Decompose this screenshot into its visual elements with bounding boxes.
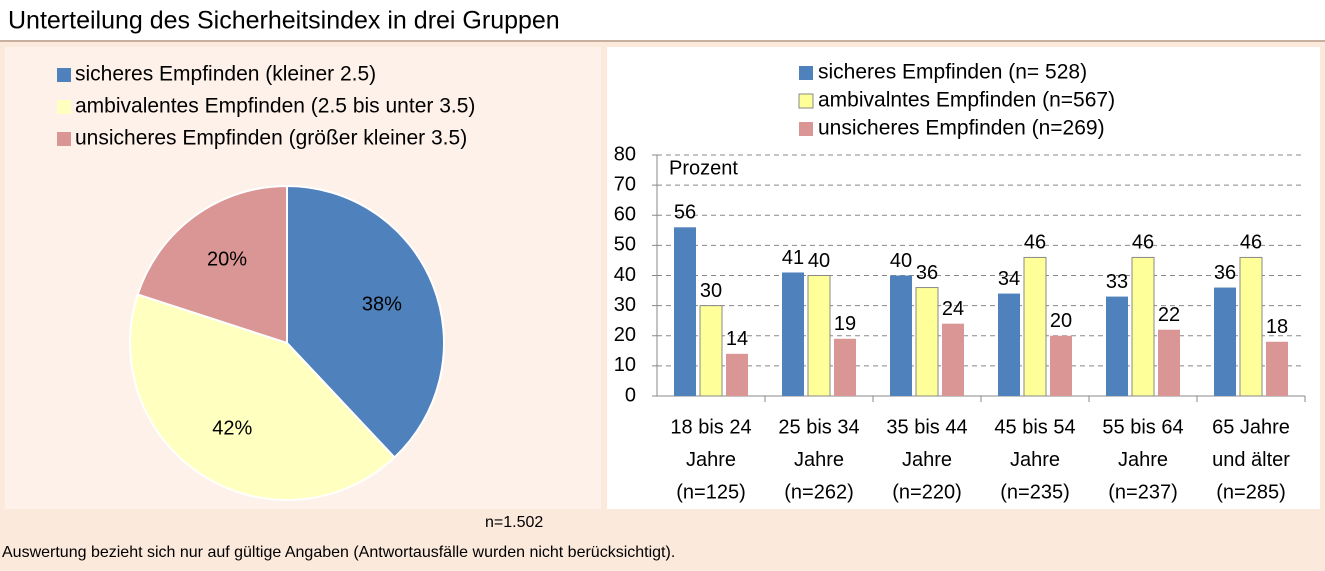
bar-value-label: 36 bbox=[916, 262, 938, 284]
bar-value-label: 40 bbox=[808, 250, 830, 272]
bar bbox=[782, 272, 804, 396]
legend-swatch bbox=[799, 122, 813, 136]
x-tick-label: Jahre bbox=[902, 449, 952, 471]
bar-value-label: 46 bbox=[1024, 232, 1046, 254]
x-tick-label: (n=220) bbox=[892, 481, 962, 503]
bar bbox=[1158, 329, 1180, 396]
bar bbox=[942, 323, 964, 396]
y-tick-label: 20 bbox=[614, 324, 636, 346]
bar-value-label: 22 bbox=[1158, 304, 1180, 326]
bar bbox=[1023, 256, 1047, 397]
slice-label: 42% bbox=[212, 417, 252, 439]
y-tick-label: 30 bbox=[614, 294, 636, 316]
legend-swatch bbox=[57, 100, 71, 114]
y-tick-label: 40 bbox=[614, 264, 636, 286]
legend-swatch bbox=[57, 68, 71, 82]
legend-label: sicheres Empfinden (n= 528) bbox=[818, 61, 1087, 84]
pie-slice bbox=[136, 184, 288, 345]
bar bbox=[998, 293, 1020, 396]
bar-value-label: 33 bbox=[1106, 271, 1128, 293]
x-tick-label: 65 Jahre bbox=[1212, 416, 1290, 438]
x-tick-label: (n=237) bbox=[1108, 481, 1178, 503]
bar-value-label: 56 bbox=[674, 202, 696, 224]
bar bbox=[834, 338, 856, 396]
x-tick-label: Jahre bbox=[794, 449, 844, 471]
bar bbox=[1050, 335, 1072, 396]
bar-value-label: 19 bbox=[834, 313, 856, 335]
bar bbox=[1106, 296, 1128, 396]
bar bbox=[699, 305, 723, 397]
x-tick-label: 55 bis 64 bbox=[1102, 416, 1183, 438]
bar-value-label: 36 bbox=[1214, 262, 1236, 284]
legend-label: unsicheres Empfinden (größer kleiner 3.5… bbox=[75, 127, 467, 150]
y-tick-label: 50 bbox=[614, 234, 636, 256]
x-tick-label: und älter bbox=[1212, 449, 1290, 471]
x-tick-label: 45 bis 54 bbox=[994, 416, 1075, 438]
bar-value-label: 46 bbox=[1240, 232, 1262, 254]
bar bbox=[726, 353, 748, 396]
legend-label: sicheres Empfinden (kleiner 2.5) bbox=[75, 63, 376, 86]
x-tick-label: (n=125) bbox=[676, 481, 746, 503]
x-tick-label: (n=235) bbox=[1000, 481, 1070, 503]
bar bbox=[890, 275, 912, 396]
sample-note: n=1.502 bbox=[485, 514, 543, 531]
x-tick-label: Jahre bbox=[1010, 449, 1060, 471]
legend-label: unsicheres Empfinden (n=269) bbox=[818, 117, 1105, 140]
x-tick-label: Jahre bbox=[1118, 449, 1168, 471]
bar-value-label: 40 bbox=[890, 250, 912, 272]
page-title: Unterteilung des Sicherheitsindex in dre… bbox=[8, 7, 560, 35]
x-tick-label: 35 bis 44 bbox=[886, 416, 967, 438]
bar-value-label: 46 bbox=[1132, 232, 1154, 254]
bar-value-label: 30 bbox=[700, 280, 722, 302]
bar-panel bbox=[607, 47, 1320, 509]
bar bbox=[1239, 256, 1263, 397]
x-tick-label: 18 bis 24 bbox=[670, 416, 751, 438]
slice-label: 20% bbox=[207, 249, 247, 271]
x-tick-label: Jahre bbox=[686, 449, 736, 471]
bar bbox=[674, 227, 696, 396]
bar-value-label: 20 bbox=[1050, 310, 1072, 332]
bar-value-label: 24 bbox=[942, 298, 964, 320]
legend-swatch bbox=[57, 132, 71, 146]
x-tick-label: (n=262) bbox=[784, 481, 854, 503]
bar bbox=[915, 287, 939, 397]
x-tick-label: 25 bis 34 bbox=[778, 416, 859, 438]
bar bbox=[807, 275, 831, 397]
legend-swatch bbox=[799, 66, 813, 80]
bar bbox=[1214, 287, 1236, 396]
y-tick-label: 80 bbox=[614, 143, 636, 165]
legend-label: ambivalentes Empfinden (2.5 bis unter 3.… bbox=[75, 95, 475, 118]
bar-value-label: 18 bbox=[1266, 316, 1288, 338]
legend-label: ambivalntes Empfinden (n=567) bbox=[818, 89, 1115, 112]
bar bbox=[1131, 256, 1155, 397]
pie-slice bbox=[129, 293, 396, 501]
bar-value-label: 14 bbox=[726, 328, 748, 350]
bar bbox=[1266, 341, 1288, 396]
y-axis-label: Prozent bbox=[669, 157, 738, 179]
footnote: Auswertung bezieht sich nur auf gültige … bbox=[2, 544, 675, 561]
slice-label: 38% bbox=[362, 294, 402, 316]
legend-swatch bbox=[798, 93, 814, 109]
y-tick-label: 70 bbox=[614, 173, 636, 195]
x-tick-label: (n=285) bbox=[1216, 481, 1286, 503]
bar-value-label: 41 bbox=[782, 247, 804, 269]
y-tick-label: 60 bbox=[614, 204, 636, 226]
y-tick-label: 10 bbox=[614, 354, 636, 376]
bar-value-label: 34 bbox=[998, 268, 1020, 290]
y-tick-label: 0 bbox=[625, 384, 636, 406]
pie-slice bbox=[286, 184, 445, 459]
